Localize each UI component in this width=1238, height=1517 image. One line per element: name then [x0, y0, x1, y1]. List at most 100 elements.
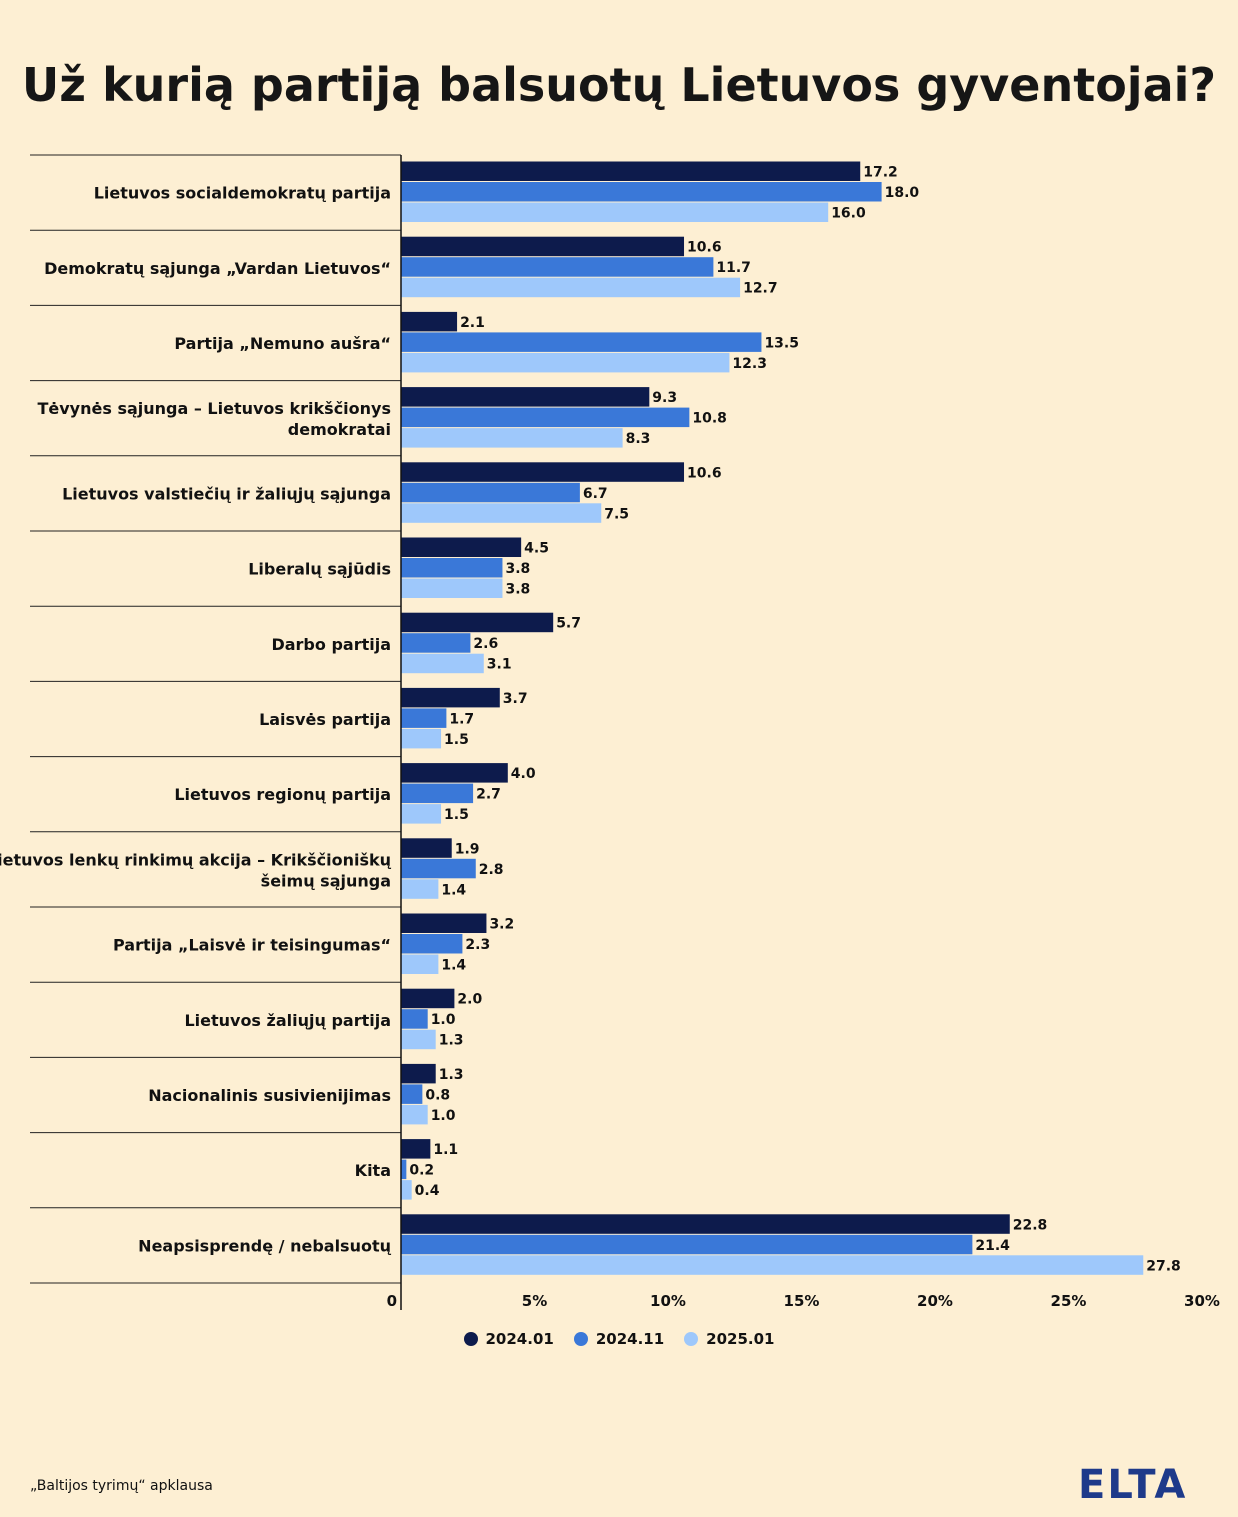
data-label: 10.8 — [692, 411, 727, 427]
data-label: 12.3 — [732, 356, 767, 372]
category-label-line: Neapsisprendę / nebalsuotų — [138, 1236, 391, 1255]
bar — [401, 1084, 423, 1104]
category-label-line: Kita — [355, 1161, 391, 1180]
bar — [401, 1234, 973, 1255]
x-tick-label: 15% — [784, 1292, 820, 1310]
bar — [401, 633, 471, 653]
data-label: 10.6 — [687, 240, 722, 256]
category-label-line: Lietuvos regionų partija — [174, 785, 391, 804]
data-label: 2.0 — [457, 992, 482, 1008]
category-label-line: Darbo partija — [271, 635, 391, 654]
bar — [401, 1104, 428, 1125]
data-label: 3.1 — [487, 657, 512, 673]
bar — [401, 482, 580, 503]
data-label: 3.2 — [489, 917, 514, 933]
legend-label: 2024.01 — [485, 1330, 554, 1348]
category-label: Laisvės partija — [259, 710, 391, 729]
x-tick-label: 20% — [917, 1292, 953, 1310]
bar — [401, 954, 439, 974]
data-label: 18.0 — [885, 185, 920, 201]
category-label: Partija „Laisvė ir teisingumas“ — [113, 936, 391, 955]
category-label: Lietuvos valstiečių ir žaliųjų sąjunga — [62, 484, 391, 503]
data-label: 9.3 — [652, 390, 677, 406]
bar — [401, 763, 508, 783]
bar — [401, 332, 762, 352]
category-label-line: Lietuvos žaliųjų partija — [184, 1011, 391, 1030]
source-note: „Baltijos tyrimų“ apklausa — [30, 1478, 213, 1494]
data-label: 22.8 — [1013, 1217, 1048, 1233]
category-label: Kita — [355, 1161, 391, 1180]
category-label-line: Nacionalinis susivienijimas — [148, 1086, 391, 1105]
data-label: 1.7 — [449, 711, 474, 727]
x-tick-label: 5% — [522, 1292, 547, 1310]
bar — [401, 988, 455, 1009]
data-label: 1.3 — [439, 1033, 464, 1049]
category-label: Nacionalinis susivienijimas — [148, 1086, 391, 1105]
category-label: Tėvynės sąjunga – Lietuvos krikščionys de… — [37, 399, 391, 439]
data-label: 8.3 — [626, 431, 651, 447]
legend-dot-icon — [684, 1332, 699, 1346]
data-label: 1.0 — [431, 1012, 456, 1028]
category-label: Partija „Nemuno aušra“ — [174, 334, 391, 353]
category-label-line: Partija „Laisvė ir teisingumas“ — [113, 936, 391, 955]
category-label-line: Laisvės partija — [259, 710, 391, 729]
category-label: Darbo partija — [271, 635, 391, 654]
page-title: Už kurią partiją balsuotų Lietuvos gyven… — [21, 58, 1217, 112]
category-label-line: Lietuvos valstiečių ir žaliųjų sąjunga — [62, 484, 391, 503]
bar — [401, 311, 458, 332]
bar — [401, 161, 861, 181]
category-label: Lietuvos socialdemokratų partija — [94, 184, 391, 203]
bar — [401, 653, 484, 674]
bar-chart: Lietuvos socialdemokratų partija 17.2 18.0… — [0, 154, 1220, 1310]
legend-dot-icon — [573, 1332, 588, 1346]
data-label: 11.7 — [716, 260, 751, 276]
data-label: 3.8 — [505, 561, 530, 577]
category-label-line: Lietuvos socialdemokratų partija — [94, 184, 391, 203]
data-label: 21.4 — [975, 1238, 1010, 1254]
data-label: 2.8 — [479, 862, 504, 878]
data-label: 1.4 — [441, 882, 466, 898]
legend-label: 2024.11 — [595, 1330, 665, 1348]
category-label-line: Partija „Nemuno aušra“ — [174, 334, 391, 353]
bar — [401, 277, 741, 298]
bar — [401, 462, 685, 482]
bar — [401, 687, 500, 708]
data-label: 1.5 — [444, 732, 469, 748]
category-label-line: Liberalų sąjūdis — [248, 560, 391, 579]
data-label: 0.2 — [409, 1163, 434, 1179]
bar — [401, 708, 447, 728]
bar — [401, 1255, 1144, 1275]
bar — [401, 804, 442, 824]
bar — [401, 728, 442, 749]
bar — [401, 879, 439, 899]
data-label: 3.8 — [505, 582, 530, 598]
bar — [401, 202, 829, 222]
data-label: 16.0 — [831, 206, 866, 222]
category-label-line: Tėvynės sąjunga – Lietuvos krikščionys — [37, 399, 391, 418]
category-label: Liberalų sąjūdis — [248, 560, 391, 579]
data-label: 5.7 — [556, 616, 581, 632]
data-label: 1.9 — [455, 841, 480, 857]
data-label: 10.6 — [687, 465, 722, 481]
category-label: Lietuvos lenkų rinkimų akcija – Krikščio… — [0, 850, 392, 890]
bar — [401, 503, 602, 523]
data-label: 1.3 — [439, 1067, 464, 1083]
category-label-line: Lietuvos lenkų rinkimų akcija – Krikščio… — [0, 850, 392, 869]
data-label: 17.2 — [863, 165, 898, 181]
bar — [401, 407, 690, 428]
bar — [401, 838, 452, 858]
bar — [401, 236, 685, 257]
bar — [401, 1214, 1010, 1234]
data-label: 6.7 — [583, 486, 608, 502]
data-label: 12.7 — [743, 281, 778, 297]
data-label: 1.0 — [431, 1108, 456, 1124]
category-label-line: demokratai — [288, 420, 391, 439]
legend-dot-icon — [463, 1332, 478, 1346]
legend-label: 2025.01 — [706, 1330, 775, 1348]
x-tick-label: 25% — [1051, 1292, 1087, 1310]
elta-logo: ELTA — [1078, 1462, 1188, 1508]
x-tick-label: 0 — [387, 1292, 397, 1310]
legend-item-2024-11: 2024.11 — [573, 1330, 665, 1348]
data-label: 1.5 — [444, 807, 469, 823]
bar — [401, 1180, 412, 1200]
